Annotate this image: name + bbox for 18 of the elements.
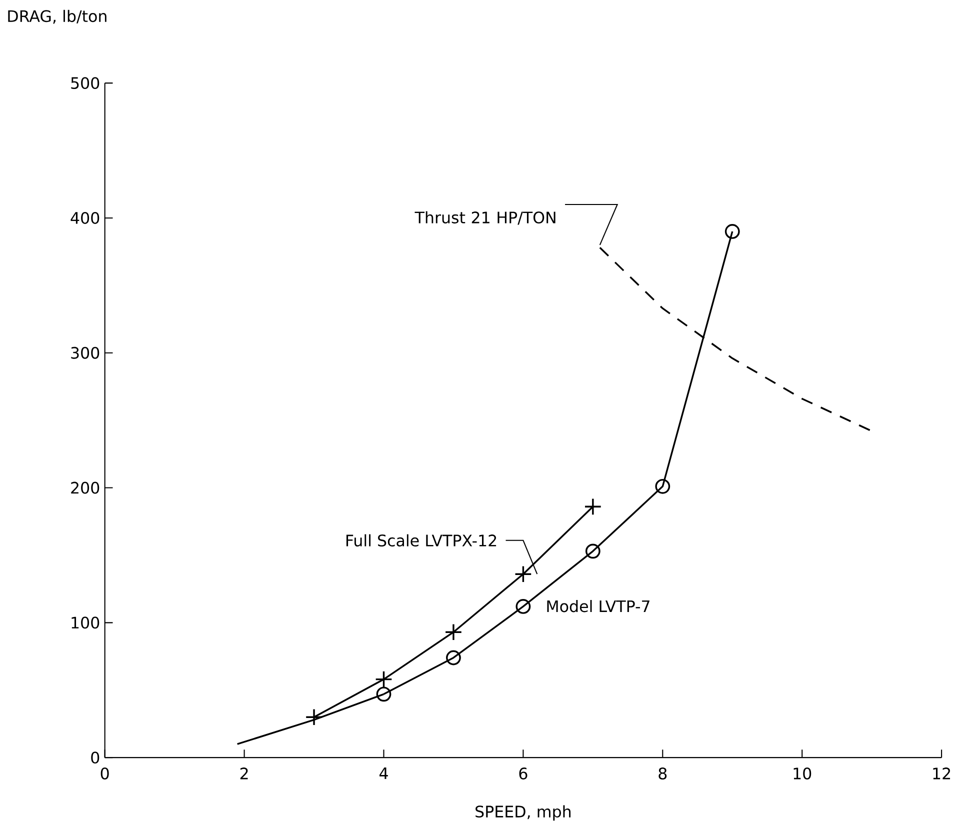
y-tick-label: 400 <box>70 212 100 224</box>
y-tick-label: 200 <box>71 482 100 494</box>
x-tick-label: 12 <box>933 768 950 780</box>
x-tick-label: 4 <box>379 768 388 780</box>
y-tick-label: 300 <box>71 347 100 359</box>
x-tick-label: 6 <box>519 768 528 780</box>
y-tick-label: 0 <box>91 752 100 764</box>
x-tick-label: 10 <box>794 768 812 780</box>
y-tick-label: 100 <box>72 616 100 629</box>
text: Full Scale LVTPX-12 <box>346 534 496 547</box>
text: Thrust 21 HP/TON <box>414 211 556 225</box>
y-tick-label: 500 <box>71 77 100 90</box>
x-tick-label: 2 <box>240 768 248 780</box>
series-label: Model LVTP-7 <box>547 600 650 612</box>
x-axis-title: SPEED, mph <box>476 805 571 821</box>
y-axis-title: DRAG, lb/ton <box>8 10 106 24</box>
x-tick-label: 8 <box>658 768 667 780</box>
x-tick-label: 0 <box>100 768 109 780</box>
